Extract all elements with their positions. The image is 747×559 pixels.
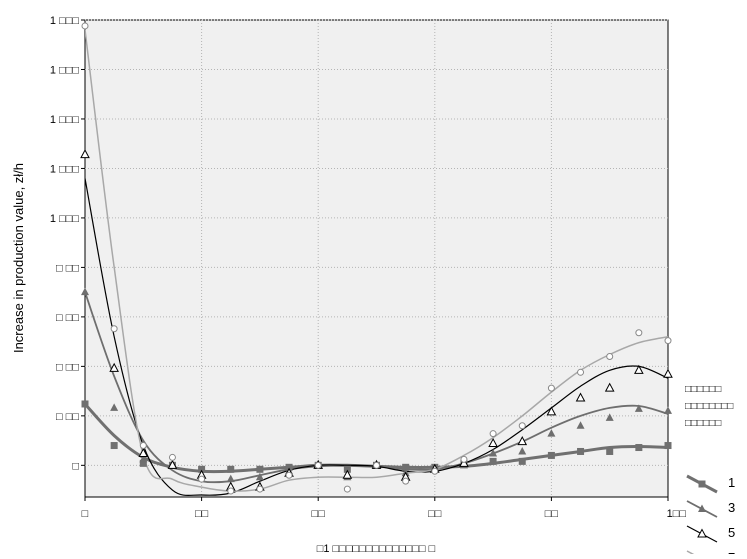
data-point-series-3: [547, 429, 556, 437]
data-point-series-5: [488, 437, 498, 448]
y-tick-label: 1 □□□: [50, 114, 79, 126]
data-point-series-5: [342, 469, 353, 479]
data-point-series-7: [256, 485, 264, 493]
data-point-series-1: [402, 463, 410, 471]
data-point-series-7: [198, 475, 206, 483]
data-point-series-5: [109, 362, 119, 372]
legend-title-line: □□□□□□: [685, 384, 721, 395]
data-point-series-7: [139, 442, 147, 450]
data-point-series-5: [138, 447, 149, 457]
legend-marker-series-3: [698, 504, 706, 512]
data-point-series-5: [634, 364, 644, 374]
data-point-series-7: [373, 461, 380, 469]
legend-label-series-3: 3: [728, 500, 735, 515]
y-tick-label: □ □□: [56, 312, 79, 324]
data-point-series-1: [606, 447, 614, 455]
legend-title-line: □□□□□□: [685, 418, 721, 429]
y-tick-label: 1 □□□: [50, 213, 79, 225]
y-tick-label: □ □□: [56, 262, 79, 274]
data-point-series-3: [664, 406, 672, 414]
data-point-series-7: [110, 325, 118, 333]
fit-line-series-5: [85, 178, 668, 497]
data-point-series-5: [80, 149, 90, 159]
data-point-series-7: [314, 461, 322, 469]
legend-title-line: □□□□□□□□: [685, 401, 733, 412]
y-tick-label: 1 □□□: [50, 163, 79, 175]
data-point-series-3: [518, 446, 527, 455]
plot-area: [84, 19, 669, 498]
data-point-series-5: [546, 406, 557, 416]
data-point-series-5: [604, 382, 615, 392]
data-point-series-1: [518, 457, 526, 465]
y-tick-label: □ □□: [56, 361, 79, 373]
data-point-series-3: [139, 454, 148, 463]
data-point-series-1: [198, 465, 206, 473]
data-point-series-7: [402, 477, 410, 485]
data-point-series-1: [489, 457, 497, 465]
y-axis-label: Increase in production value, zł/h: [11, 163, 26, 353]
data-point-series-7: [227, 487, 235, 495]
data-point-series-7: [518, 422, 526, 430]
x-tick-label: □□: [195, 508, 209, 520]
legend-label-series-7: 7: [728, 550, 735, 554]
data-markers: [80, 22, 673, 495]
data-point-series-7: [343, 485, 351, 493]
data-point-series-3: [605, 413, 614, 421]
data-point-series-5: [517, 436, 528, 446]
x-tick-label: 1□□: [667, 508, 687, 520]
data-point-series-3: [576, 421, 585, 429]
data-point-series-7: [431, 467, 439, 475]
data-point-series-1: [139, 459, 147, 467]
data-point-series-1: [110, 442, 118, 450]
data-point-series-3: [81, 287, 89, 296]
data-point-series-1: [81, 400, 89, 408]
x-tick-label: □□: [312, 508, 326, 520]
data-point-series-3: [634, 404, 643, 412]
x-axis-label: □1 □□□□□□□□□□□□□□ □: [317, 543, 436, 554]
axes: □□ □□□ □□□ □□□ □□1 □□□1 □□□1 □□□1 □□□1 □…: [50, 15, 686, 520]
data-point-series-1: [577, 447, 585, 455]
legend-marker-series-5: [697, 528, 707, 538]
data-point-series-7: [547, 384, 555, 392]
data-point-series-7: [664, 337, 672, 345]
data-point-series-7: [285, 471, 293, 479]
data-point-series-1: [227, 465, 235, 473]
data-point-series-1: [256, 465, 264, 473]
data-point-series-1: [664, 442, 672, 450]
data-point-series-1: [547, 451, 555, 459]
x-tick-label: □: [82, 508, 89, 520]
data-point-series-5: [167, 459, 178, 469]
data-point-series-3: [110, 403, 119, 411]
data-point-series-7: [635, 329, 643, 337]
data-point-series-3: [226, 474, 235, 483]
y-tick-label: □: [72, 460, 79, 472]
data-point-series-7: [606, 352, 614, 360]
data-point-series-3: [255, 472, 264, 481]
y-tick-label: 1 □□□: [50, 64, 79, 76]
legend-label-series-5: 5: [728, 525, 735, 540]
legend-label-series-1: 1: [728, 475, 735, 490]
data-point-series-7: [489, 430, 497, 438]
x-tick-label: □□: [545, 508, 559, 520]
legend-marker-series-1: [698, 480, 706, 488]
legend: □□□□□□ □□□□□□□□ □□□□□□ 1 3 5 7: [685, 384, 735, 559]
data-point-series-1: [343, 465, 351, 473]
data-point-series-7: [577, 368, 585, 376]
data-point-series-5: [575, 392, 586, 402]
data-point-series-7: [81, 22, 89, 30]
y-tick-label: □ □□: [56, 411, 79, 423]
data-point-series-7: [168, 453, 176, 461]
data-point-series-1: [635, 444, 643, 452]
data-point-series-7: [460, 455, 468, 463]
x-tick-label: □□: [428, 508, 442, 520]
data-point-series-3: [489, 448, 498, 457]
y-tick-label: 1 □□□: [50, 15, 79, 27]
data-point-series-5: [663, 368, 673, 378]
